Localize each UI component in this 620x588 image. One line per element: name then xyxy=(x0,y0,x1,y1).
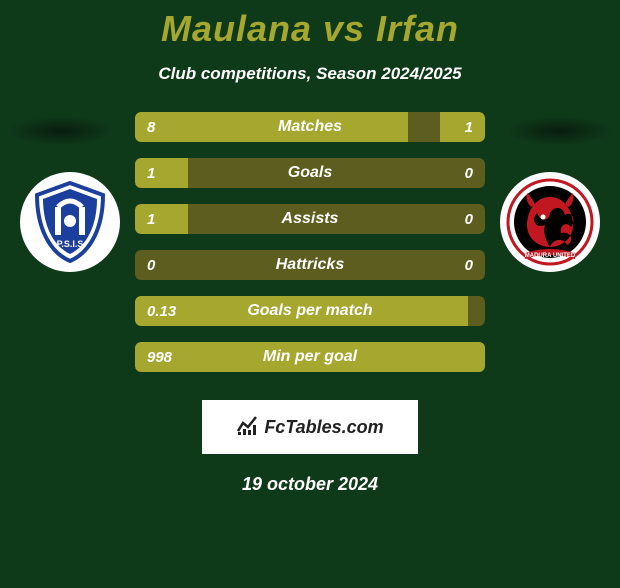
bar-label: Matches xyxy=(135,112,485,142)
stat-row: 81Matches xyxy=(135,112,485,142)
date-text: 19 october 2024 xyxy=(0,474,620,495)
stat-row: 10Assists xyxy=(135,204,485,234)
club-badge-left: P.S.I.S xyxy=(20,172,120,272)
shadow-left xyxy=(6,116,116,146)
bar-label: Goals per match xyxy=(135,296,485,326)
site-logo-text: FcTables.com xyxy=(264,417,383,438)
psis-crest-icon: P.S.I.S xyxy=(25,177,115,267)
chart-icon xyxy=(236,415,258,440)
stat-row: 10Goals xyxy=(135,158,485,188)
subtitle: Club competitions, Season 2024/2025 xyxy=(0,64,620,84)
stat-row: 00Hattricks xyxy=(135,250,485,280)
page-title: Maulana vs Irfan xyxy=(0,8,620,50)
madura-crest-icon: MADURA UNITED xyxy=(505,177,595,267)
stats-area: P.S.I.S MADURA UNITED 81Matches 10Goals 10… xyxy=(0,112,620,392)
stat-row: 998Min per goal xyxy=(135,342,485,372)
svg-text:P.S.I.S: P.S.I.S xyxy=(57,239,84,249)
stat-row: 0.13Goals per match xyxy=(135,296,485,326)
bar-label: Min per goal xyxy=(135,342,485,372)
bar-label: Assists xyxy=(135,204,485,234)
stat-bars: 81Matches 10Goals 10Assists 00Hattricks 0.13… xyxy=(135,112,485,388)
svg-text:MADURA UNITED: MADURA UNITED xyxy=(525,253,576,259)
site-logo: FcTables.com xyxy=(202,400,418,454)
shadow-right xyxy=(504,116,614,146)
bar-label: Hattricks xyxy=(135,250,485,280)
club-badge-right: MADURA UNITED xyxy=(500,172,600,272)
bar-label: Goals xyxy=(135,158,485,188)
